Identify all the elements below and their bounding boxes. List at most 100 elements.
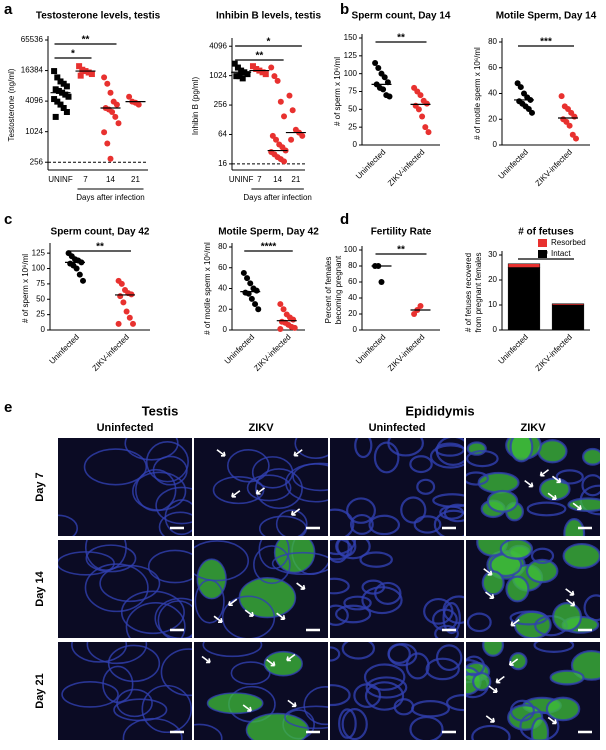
tubule (221, 595, 276, 638)
data-point (54, 98, 61, 105)
micrograph-content (194, 642, 328, 740)
data-point (244, 71, 251, 78)
tubule (471, 724, 511, 740)
data-point (52, 113, 59, 120)
data-point (130, 320, 136, 327)
tubule (567, 497, 600, 513)
tubule (482, 642, 504, 657)
data-point (372, 59, 379, 66)
tubule (374, 581, 402, 605)
data-point (381, 74, 388, 81)
y-tick-label: 256 (214, 100, 228, 109)
data-point (234, 64, 241, 71)
data-point (51, 68, 58, 75)
tubule (435, 438, 464, 466)
data-point (126, 314, 133, 321)
tubule (330, 684, 351, 707)
tubule (147, 549, 192, 584)
arrow (483, 568, 493, 576)
data-point (52, 86, 59, 93)
tubule (61, 680, 119, 708)
data-point (517, 84, 524, 91)
tubule (509, 652, 528, 671)
data-point (244, 275, 251, 282)
panel-label: d (340, 211, 349, 228)
data-point (115, 320, 122, 327)
tubule (263, 650, 303, 677)
chart-title: Sperm count, Day 42 (51, 227, 150, 238)
tubule (341, 708, 368, 740)
y-axis-label: Testosterone (ng/ml) (7, 68, 16, 141)
tubule (303, 685, 328, 726)
data-point (85, 69, 92, 76)
tubule (292, 462, 328, 492)
x-tick-label: Uninfected (496, 148, 529, 181)
micrograph-content (466, 540, 600, 638)
chart-title: Motile Sperm, Day 42 (218, 227, 319, 238)
significance-label: * (267, 37, 271, 48)
micrograph (330, 540, 464, 638)
y-tick-label: 75 (348, 87, 357, 96)
column-header: ZIKV (520, 422, 546, 434)
data-point (573, 135, 579, 142)
significance-label: ** (397, 33, 405, 44)
data-point (281, 113, 288, 120)
tubule (226, 449, 270, 483)
tubule (196, 558, 227, 600)
tubule (85, 544, 137, 573)
tubule (413, 515, 442, 534)
data-point (288, 136, 295, 143)
y-axis-label: # of motile sperm x 10⁶/ml (473, 47, 482, 140)
data-point (109, 109, 116, 116)
data-point (247, 280, 254, 287)
tubule (530, 717, 550, 740)
bar-segment (507, 263, 541, 268)
y-tick-label: 0 (493, 140, 498, 149)
micrograph (194, 540, 328, 638)
y-tick-label: 64 (218, 130, 227, 139)
data-point (240, 269, 247, 276)
panel-label: e (4, 399, 12, 416)
tubule (545, 696, 581, 722)
data-point (566, 122, 573, 129)
y-tick-label: 125 (32, 248, 46, 257)
arrow (551, 475, 562, 484)
tubule (466, 612, 492, 633)
tubule (387, 643, 411, 665)
y-tick-label: 125 (344, 51, 358, 60)
tubule (145, 441, 189, 483)
y-tick-label: 25 (36, 310, 45, 319)
micrograph-content (194, 540, 328, 638)
y-tick-label: 20 (218, 304, 227, 313)
tubule (443, 503, 464, 523)
y-tick-label: 40 (348, 293, 357, 302)
tubule (99, 564, 161, 603)
tubule (368, 514, 401, 536)
tubule (341, 642, 376, 660)
tubule (373, 441, 400, 474)
data-point (417, 92, 424, 99)
tubule (346, 497, 376, 524)
x-tick-label: UNINF (229, 175, 254, 184)
micrograph (330, 642, 464, 740)
tubule (330, 577, 350, 595)
arrow (572, 502, 582, 511)
row-label: Day 14 (34, 570, 46, 606)
tubule (445, 694, 464, 712)
y-tick-label: 10 (488, 300, 497, 309)
tubule (334, 604, 372, 624)
row-label: Day 21 (34, 673, 46, 708)
y-axis-label: from pregnant females (474, 252, 483, 332)
micrograph-content (58, 540, 192, 638)
tubule (526, 501, 567, 517)
data-point (73, 265, 80, 272)
data-point (529, 109, 535, 116)
micrograph (194, 438, 328, 536)
micrograph-content (330, 642, 464, 740)
tubule (194, 723, 223, 740)
micrograph-content (330, 438, 464, 536)
arrow (488, 685, 498, 693)
data-point (54, 74, 61, 81)
data-point (63, 83, 70, 90)
